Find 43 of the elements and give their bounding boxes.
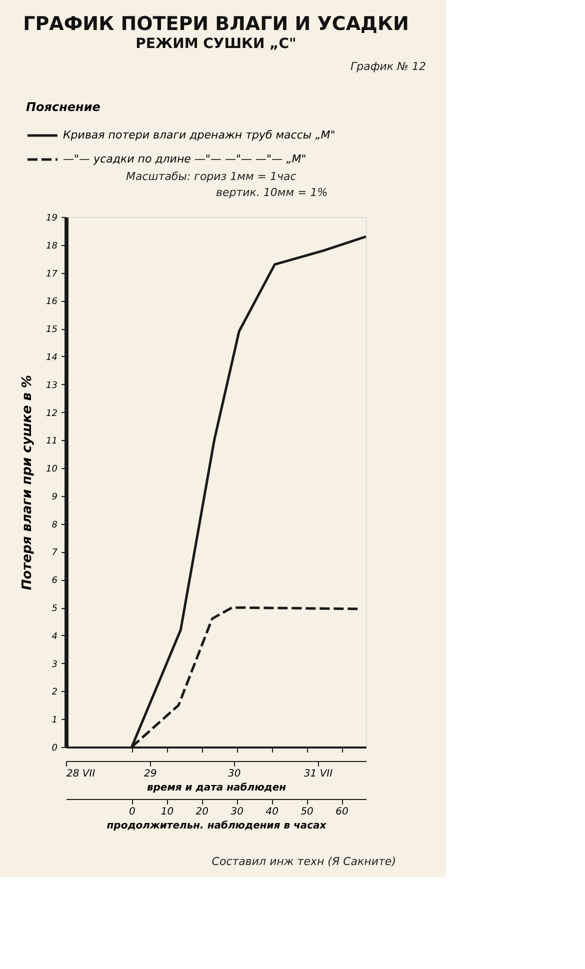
y-tick-label: 4	[52, 632, 58, 642]
y-tick-label: 5	[52, 604, 58, 614]
x-tick-label: 20	[196, 806, 209, 818]
chart-title: ГРАФИК ПОТЕРИ ВЛАГИ И УСАДКИ	[23, 13, 409, 35]
y-tick-label: 2	[52, 688, 58, 698]
legend-label: Кривая потери влаги дренажн труб массы „М"	[63, 128, 336, 142]
x2-tick-label: 30	[228, 768, 241, 780]
y-tick-label: 11	[46, 436, 58, 447]
y-tick-label: 0	[52, 744, 58, 754]
y-tick-label: 15	[46, 325, 58, 336]
x-tick-label: 0	[129, 806, 136, 818]
x-axis-title: продолжительн. наблюдения в часах	[106, 820, 327, 832]
y-tick-label: 13	[46, 380, 58, 391]
x-tick-label: 10	[160, 806, 174, 818]
x2-tick-label: 31 VII	[304, 768, 333, 780]
y-axis-title: Потеря влаги при сушке в %	[20, 374, 36, 590]
y-tick-label: 17	[46, 269, 58, 280]
text: Составил инж техн (Я Сакните)	[212, 855, 396, 868]
y-tick-label: 16	[46, 297, 58, 308]
y-tick-label: 12	[46, 408, 58, 419]
legend-title: Пояснение	[26, 100, 100, 114]
x-tick-label: 60	[336, 806, 348, 818]
x2-tick-label: 29	[144, 768, 157, 780]
y-tick-label: 1	[52, 716, 58, 726]
y-tick-label: 6	[52, 576, 58, 586]
x2-axis-title: время и дата наблюден	[146, 782, 286, 794]
text: Масштабы: гориз 1мм = 1час	[126, 170, 296, 183]
y-tick-label: 10	[46, 464, 58, 475]
x-tick-label: 50	[300, 806, 314, 818]
y-tick-label: 8	[52, 520, 58, 530]
x2-tick-label: 28 VII	[66, 768, 96, 780]
y-tick-label: 19	[46, 214, 58, 224]
y-tick-label: 7	[52, 548, 58, 558]
x-tick-label: 40	[266, 806, 278, 818]
legend-label: —"— усадки по длине —"— —"— —"— „М"	[63, 152, 306, 166]
x-tick-label: 30	[230, 806, 244, 818]
text: График № 12	[350, 60, 426, 73]
y-tick-label: 14	[46, 352, 58, 363]
y-tick-label: 3	[52, 660, 58, 670]
text: вертик. 10мм = 1%	[216, 186, 328, 199]
y-tick-label: 18	[46, 241, 58, 252]
y-tick-label: 9	[52, 492, 58, 502]
chart-subtitle: РЕЖИМ СУШКИ „С"	[136, 36, 296, 52]
